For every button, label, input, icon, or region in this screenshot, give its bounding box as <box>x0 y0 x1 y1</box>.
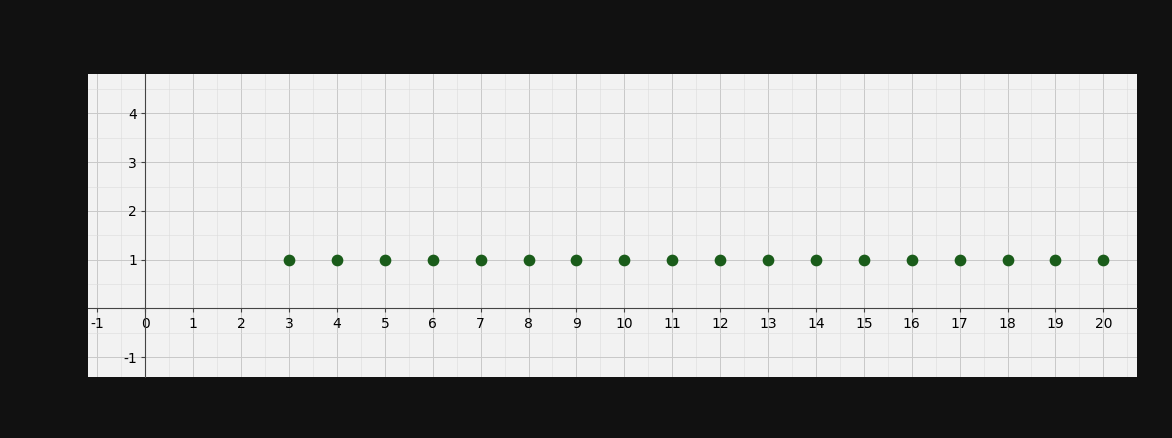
Point <box>854 256 873 263</box>
Point <box>328 256 347 263</box>
Point <box>758 256 777 263</box>
Point <box>615 256 634 263</box>
Point <box>423 256 442 263</box>
Point <box>902 256 921 263</box>
Point <box>1047 256 1065 263</box>
Point <box>663 256 682 263</box>
Point <box>950 256 969 263</box>
Point <box>999 256 1017 263</box>
Point <box>806 256 825 263</box>
Point <box>471 256 490 263</box>
Point <box>710 256 729 263</box>
Point <box>1093 256 1112 263</box>
Point <box>567 256 586 263</box>
Point <box>280 256 299 263</box>
Point <box>375 256 394 263</box>
Point <box>519 256 538 263</box>
